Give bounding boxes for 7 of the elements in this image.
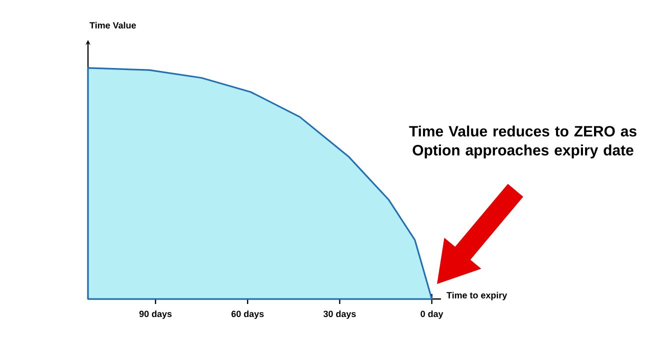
y-axis-title: Time Value [90,22,136,29]
x-tick-label: 60 days [231,310,264,319]
x-tick-label: 90 days [139,310,172,319]
annotation: Time Value reduces to ZERO as Option approaches expiry date [409,126,636,158]
x-tick-label: 30 days [323,310,356,319]
x-tick-label: 0 day [420,310,444,319]
x-axis-title: Time to expiry [446,292,508,300]
